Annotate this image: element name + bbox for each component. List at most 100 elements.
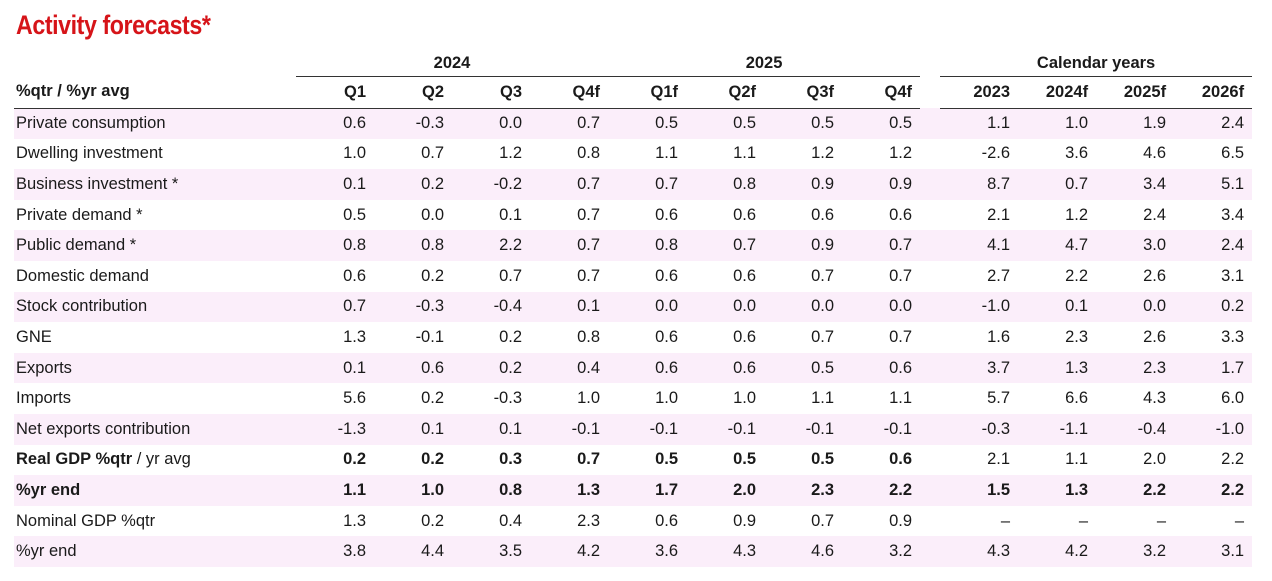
quarter-value-cell: 0.0	[686, 291, 765, 323]
table-row: Domestic demand 0.6 0.2 0.7 0.7 0.6 0.6 0.7 0.7 2…	[14, 261, 1252, 292]
quarter-value-cell: 0.6	[374, 352, 452, 384]
quarter-value-cell: 1.0	[577, 389, 601, 408]
quarter-value-cell: 0.0	[764, 291, 843, 323]
quarter-value-cell: 2.3	[764, 475, 843, 506]
row-label-text: Domestic demand	[16, 266, 149, 285]
year-value-cell: 4.1	[940, 230, 1019, 261]
page-title: Activity forecasts*	[16, 10, 211, 40]
quarter-value-cell: 1.2	[811, 144, 835, 163]
year-value-cell: -2.6	[981, 144, 1011, 163]
column-header-row: %qtr / %yr avg Q1 Q2 Q3 Q4f Q1f Q2f Q3f …	[14, 76, 1253, 109]
quarter-value-cell: 0.4	[530, 352, 609, 384]
year-value-cell: 6.5	[1221, 144, 1245, 163]
quarter-value-cell: 0.7	[499, 266, 522, 285]
row-label: Real GDP %qtr / yr avg	[14, 445, 296, 476]
year-value-cell: 1.3	[1018, 352, 1097, 384]
quarter-value-cell: 0.8	[686, 169, 765, 200]
quarter-value-cell: 0.7	[577, 266, 601, 285]
year-value-cell: -1.0	[940, 291, 1019, 323]
column-header-quarter: Q2f	[686, 76, 765, 109]
year-value-cell: 3.1	[1174, 536, 1253, 567]
column-header-quarter: Q2	[374, 76, 452, 109]
table-row: Nominal GDP %qtr 1.3 0.2 0.4 2.3 0.6 0.9 0.7 0.9…	[14, 506, 1252, 537]
year-value-cell: 3.4	[1221, 205, 1245, 224]
year-value-cell: 0.7	[1018, 169, 1097, 200]
quarter-value-cell: 1.2	[499, 144, 522, 163]
quarter-value-cell: 5.6	[343, 389, 366, 408]
year-value-cell: 1.7	[1174, 352, 1253, 384]
row-label-text: Real GDP %qtr	[16, 450, 133, 469]
year-value-cell: 1.3	[1018, 475, 1097, 506]
quarter-value-cell: -0.3	[374, 291, 452, 323]
column-gap	[920, 291, 941, 323]
quarter-value-cell: 1.3	[343, 511, 366, 530]
year-value-cell: –	[1078, 511, 1089, 530]
quarter-value-cell: 0.6	[608, 352, 687, 384]
quarter-value-cell: 0.2	[452, 352, 530, 384]
row-label-text: Dwelling investment	[16, 144, 163, 163]
quarter-value-cell: 0.2	[421, 511, 444, 530]
year-value-cell: 3.3	[1221, 327, 1245, 346]
column-gap	[920, 383, 940, 414]
quarter-value-cell: 4.3	[686, 536, 765, 567]
quarter-value-cell: 0.1	[499, 205, 522, 224]
quarter-value-cell: 2.2	[842, 475, 921, 506]
quarter-value-cell: 0.7	[577, 450, 601, 469]
group-header-spacer	[14, 48, 296, 76]
row-label-suffix: / yr avg	[132, 450, 191, 469]
quarter-value-cell: 3.5	[452, 536, 530, 567]
table-body: Private consumption 0.6 -0.3 0.0 0.7 0.5 0.5 0.…	[14, 108, 1253, 567]
column-gap	[920, 139, 940, 170]
table-row: %yr end 1.1 1.0 0.8 1.3 1.7 2.0 2.3 2.2 1.5 1.3 2.2…	[14, 475, 1253, 506]
quarter-value-cell: 0.8	[452, 475, 530, 506]
year-value-cell: 3.4	[1096, 169, 1175, 200]
quarter-value-cell: 3.6	[608, 536, 687, 567]
year-value-cell: 3.1	[1221, 266, 1245, 285]
quarter-value-cell: 1.1	[733, 144, 757, 163]
year-value-cell: –	[1234, 511, 1245, 530]
quarter-value-cell: 1.2	[889, 144, 913, 163]
quarter-value-cell: 0.7	[889, 327, 913, 346]
quarter-value-cell: 0.5	[842, 108, 921, 139]
year-value-cell: 2.4	[1174, 108, 1253, 139]
row-label-text: Nominal GDP %qtr	[16, 511, 156, 530]
quarter-value-cell: 0.4	[499, 511, 522, 530]
quarter-value-cell: 1.3	[530, 475, 609, 506]
row-label: Private consumption	[14, 108, 296, 139]
column-header-quarter: Q3	[452, 76, 530, 109]
year-value-cell: 8.7	[940, 169, 1019, 200]
activity-forecasts-table: 2024 2025 Calendar years %qtr / %yr avg …	[14, 48, 1253, 567]
row-label: GNE	[14, 322, 296, 353]
quarter-value-cell: 0.0	[608, 291, 687, 323]
year-value-cell: 2.2	[1096, 475, 1175, 506]
table-row: Stock contribution 0.7 -0.3 -0.4 0.1 0.0 0.0 0.…	[14, 291, 1253, 323]
quarter-value-cell: 0.6	[655, 266, 679, 285]
quarter-value-cell: 4.2	[530, 536, 609, 567]
table-row: Public demand * 0.8 0.8 2.2 0.7 0.8 0.7 0.9 0.7 4…	[14, 230, 1253, 261]
quarter-value-cell: 0.1	[452, 413, 530, 445]
quarter-value-cell: 0.9	[842, 169, 921, 200]
year-value-cell: –	[1000, 511, 1011, 530]
year-value-cell: -0.4	[1096, 413, 1175, 445]
row-label-text: %yr end	[16, 542, 77, 561]
quarter-value-cell: 0.7	[608, 169, 687, 200]
year-value-cell: 6.0	[1221, 389, 1245, 408]
quarter-value-cell: 4.6	[764, 536, 843, 567]
year-value-cell: 2.2	[1174, 475, 1253, 506]
column-header-gap	[920, 76, 940, 108]
column-header-quarter: Q4f	[530, 76, 609, 109]
year-value-cell: 3.2	[1096, 536, 1175, 567]
quarter-value-cell: 0.5	[733, 450, 757, 469]
column-gap	[920, 506, 940, 537]
quarter-value-cell: 0.7	[889, 266, 913, 285]
row-label: Exports	[14, 352, 296, 384]
row-label: Private demand *	[14, 200, 296, 231]
column-gap	[920, 475, 941, 506]
row-label: Nominal GDP %qtr	[14, 506, 296, 537]
quarter-value-cell: -0.2	[452, 169, 530, 200]
quarter-value-cell: 0.6	[889, 450, 913, 469]
year-value-cell: 2.3	[1096, 352, 1175, 384]
quarter-value-cell: 0.7	[811, 511, 835, 530]
quarter-value-cell: 0.5	[343, 205, 366, 224]
year-value-cell: 2.1	[987, 205, 1011, 224]
